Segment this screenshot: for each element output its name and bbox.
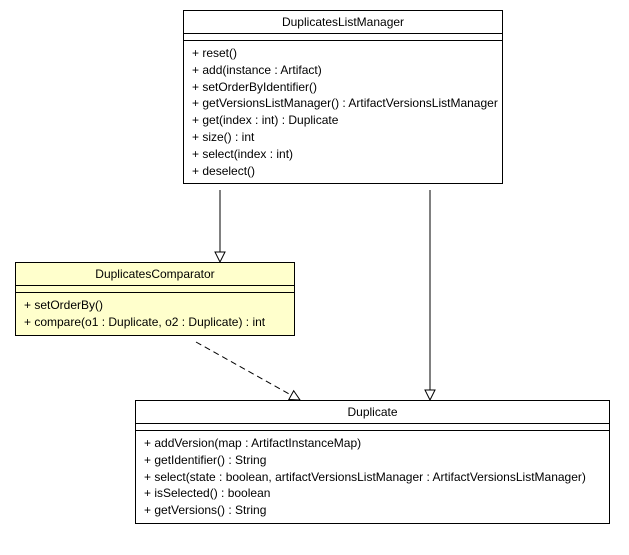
class-op: + size() : int [192, 129, 494, 146]
class-op: + setOrderBy() [24, 297, 286, 314]
class-attributes [184, 34, 502, 41]
edge-comparator-to-duplicate [196, 342, 300, 400]
class-title: DuplicatesComparator [16, 263, 294, 286]
class-op: + reset() [192, 45, 494, 62]
class-op: + getVersionsListManager() : ArtifactVer… [192, 95, 494, 112]
class-title: Duplicate [136, 401, 609, 424]
class-operations: + addVersion(map : ArtifactInstanceMap) … [136, 431, 609, 523]
class-op: + getIdentifier() : String [144, 452, 601, 469]
class-op: + addVersion(map : ArtifactInstanceMap) [144, 435, 601, 452]
class-attributes [136, 424, 609, 431]
class-title: DuplicatesListManager [184, 11, 502, 34]
class-duplicates-list-manager: DuplicatesListManager + reset() + add(in… [183, 10, 503, 184]
class-op: + add(instance : Artifact) [192, 62, 494, 79]
class-op: + select(index : int) [192, 146, 494, 163]
class-op: + get(index : int) : Duplicate [192, 112, 494, 129]
class-operations: + setOrderBy() + compare(o1 : Duplicate,… [16, 293, 294, 335]
class-op: + select(state : boolean, artifactVersio… [144, 469, 601, 486]
class-attributes [16, 286, 294, 293]
class-op: + deselect() [192, 163, 494, 180]
class-op: + isSelected() : boolean [144, 485, 601, 502]
class-op: + compare(o1 : Duplicate, o2 : Duplicate… [24, 314, 286, 331]
class-op: + getVersions() : String [144, 502, 601, 519]
class-duplicates-comparator: DuplicatesComparator + setOrderBy() + co… [15, 262, 295, 336]
class-duplicate: Duplicate + addVersion(map : ArtifactIns… [135, 400, 610, 524]
class-op: + setOrderByIdentifier() [192, 79, 494, 96]
class-operations: + reset() + add(instance : Artifact) + s… [184, 41, 502, 183]
